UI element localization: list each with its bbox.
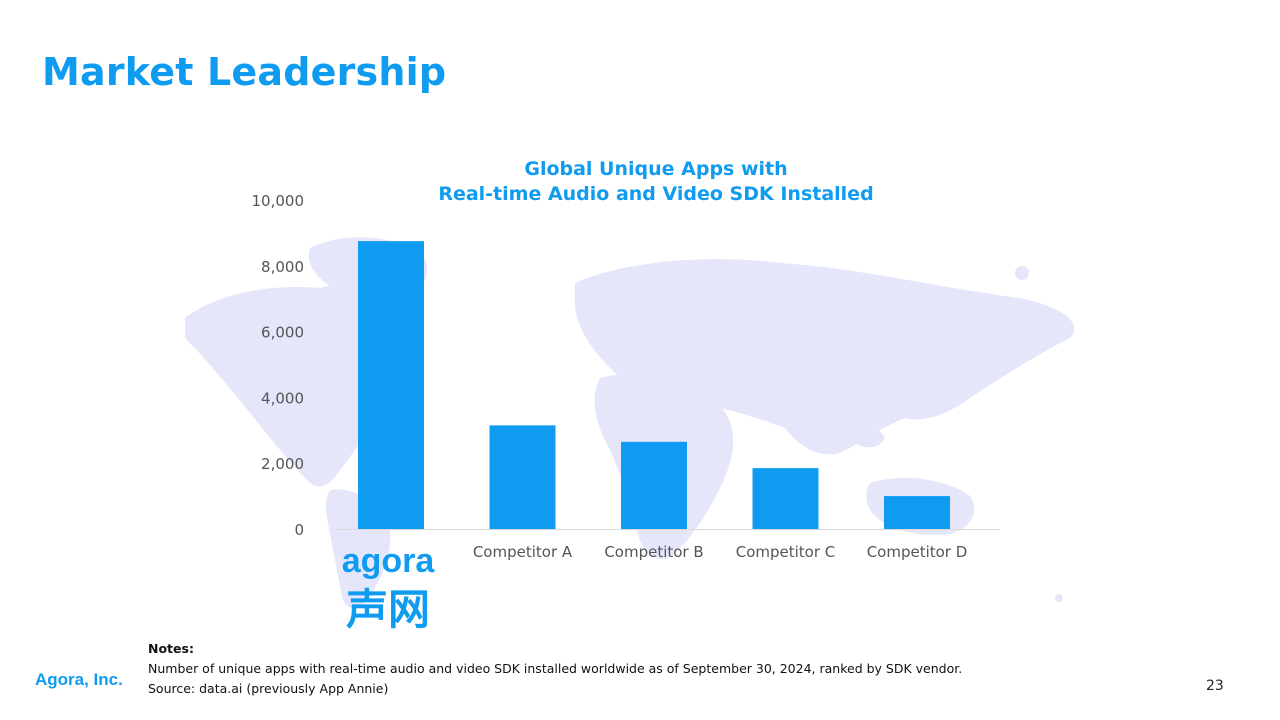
chart-title: Global Unique Apps with Real-time Audio … xyxy=(396,157,916,207)
y-tick-label: 8,000 xyxy=(261,258,304,276)
x-category-label: Competitor C xyxy=(736,543,836,561)
y-tick-label: 0 xyxy=(294,521,304,539)
slide-title: Market Leadership xyxy=(42,50,447,94)
source-text: Source: data.ai (previously App Annie) xyxy=(148,681,389,696)
x-category-label: Competitor A xyxy=(473,543,573,561)
chart-title-line-2: Real-time Audio and Video SDK Installed xyxy=(438,183,874,205)
agora-logo: agora 声网 xyxy=(342,542,436,634)
svg-text:声网: 声网 xyxy=(346,585,430,634)
bar xyxy=(884,496,950,529)
company-name: Agora, Inc. xyxy=(35,670,123,689)
bar xyxy=(358,241,424,529)
notes-text: Number of unique apps with real-time aud… xyxy=(148,661,963,676)
y-tick-label: 2,000 xyxy=(261,455,304,473)
bar xyxy=(752,468,819,529)
bar xyxy=(489,425,556,529)
notes-heading: Notes: xyxy=(148,641,194,656)
y-tick-label: 6,000 xyxy=(261,324,304,342)
page-number: 23 xyxy=(1206,678,1224,694)
chart-title-line-1: Global Unique Apps with xyxy=(524,158,788,180)
y-tick-label: 10,000 xyxy=(252,192,305,210)
notes: Notes: Number of unique apps with real-t… xyxy=(148,639,962,699)
svg-text:agora: agora xyxy=(342,542,436,580)
y-tick-label: 4,000 xyxy=(261,389,304,407)
x-category-label: Competitor D xyxy=(867,543,968,561)
bar xyxy=(621,441,687,529)
x-category-label: Competitor B xyxy=(604,543,703,561)
